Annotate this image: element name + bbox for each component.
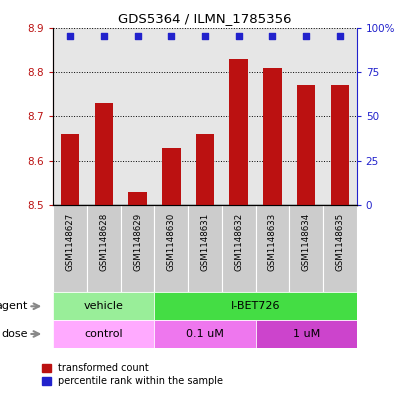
- Bar: [87, 28, 120, 206]
- Title: GDS5364 / ILMN_1785356: GDS5364 / ILMN_1785356: [118, 12, 291, 25]
- Bar: [255, 320, 356, 348]
- Bar: [296, 85, 315, 206]
- Bar: [289, 28, 322, 206]
- Bar: [53, 292, 154, 320]
- Text: GSM1148629: GSM1148629: [133, 212, 142, 270]
- Bar: [53, 206, 87, 292]
- Point: [336, 33, 342, 40]
- Bar: [154, 292, 356, 320]
- Text: I-BET726: I-BET726: [230, 301, 280, 311]
- Bar: [221, 28, 255, 206]
- Text: control: control: [84, 329, 123, 339]
- Bar: [87, 206, 120, 292]
- Bar: [221, 206, 255, 292]
- Text: 0.1 uM: 0.1 uM: [186, 329, 223, 339]
- Text: agent: agent: [0, 301, 27, 311]
- Text: GSM1148630: GSM1148630: [166, 212, 175, 271]
- Bar: [53, 320, 154, 348]
- Bar: [322, 28, 356, 206]
- Point: [302, 33, 309, 40]
- Bar: [128, 192, 146, 206]
- Bar: [162, 148, 180, 206]
- Text: 1 uM: 1 uM: [292, 329, 319, 339]
- Text: dose: dose: [1, 329, 27, 339]
- Point: [67, 33, 73, 40]
- Bar: [154, 206, 188, 292]
- Bar: [188, 206, 221, 292]
- Point: [168, 33, 174, 40]
- Bar: [188, 28, 221, 206]
- Bar: [120, 206, 154, 292]
- Point: [235, 33, 241, 40]
- Text: GSM1148635: GSM1148635: [335, 212, 344, 271]
- Text: GSM1148631: GSM1148631: [200, 212, 209, 271]
- Text: GSM1148628: GSM1148628: [99, 212, 108, 271]
- Point: [100, 33, 107, 40]
- Bar: [322, 206, 356, 292]
- Legend: transformed count, percentile rank within the sample: transformed count, percentile rank withi…: [42, 363, 223, 386]
- Text: GSM1148627: GSM1148627: [65, 212, 74, 271]
- Bar: [120, 28, 154, 206]
- Point: [268, 33, 275, 40]
- Text: GSM1148632: GSM1148632: [234, 212, 243, 271]
- Bar: [195, 134, 214, 206]
- Bar: [263, 68, 281, 206]
- Text: GSM1148633: GSM1148633: [267, 212, 276, 271]
- Text: GSM1148634: GSM1148634: [301, 212, 310, 271]
- Bar: [154, 320, 255, 348]
- Bar: [61, 134, 79, 206]
- Bar: [94, 103, 113, 206]
- Text: vehicle: vehicle: [84, 301, 124, 311]
- Bar: [53, 28, 87, 206]
- Bar: [255, 206, 289, 292]
- Bar: [289, 206, 322, 292]
- Point: [201, 33, 208, 40]
- Bar: [229, 59, 247, 206]
- Bar: [154, 28, 188, 206]
- Bar: [330, 85, 348, 206]
- Point: [134, 33, 141, 40]
- Bar: [255, 28, 289, 206]
